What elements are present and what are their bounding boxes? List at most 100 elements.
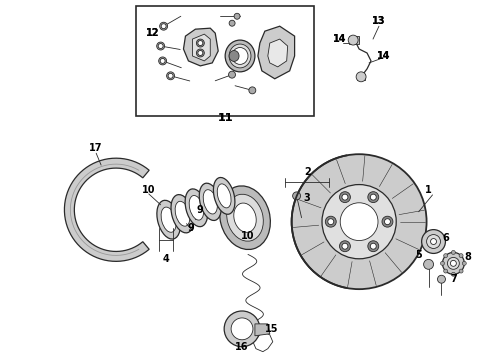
Circle shape bbox=[198, 41, 203, 46]
Text: 9: 9 bbox=[187, 222, 194, 233]
Circle shape bbox=[234, 13, 240, 19]
Text: 9: 9 bbox=[197, 205, 204, 215]
Polygon shape bbox=[183, 28, 218, 66]
Circle shape bbox=[421, 230, 445, 253]
Circle shape bbox=[161, 24, 166, 29]
Circle shape bbox=[158, 44, 163, 49]
Circle shape bbox=[231, 318, 253, 340]
Circle shape bbox=[438, 275, 445, 283]
Circle shape bbox=[168, 73, 173, 78]
Circle shape bbox=[160, 22, 168, 30]
Text: 8: 8 bbox=[465, 252, 472, 262]
Text: 14: 14 bbox=[377, 51, 391, 61]
Circle shape bbox=[368, 241, 379, 252]
Text: 10: 10 bbox=[142, 185, 155, 195]
Circle shape bbox=[293, 192, 300, 200]
Ellipse shape bbox=[214, 177, 235, 214]
Text: 15: 15 bbox=[265, 324, 278, 334]
Circle shape bbox=[447, 257, 459, 269]
Circle shape bbox=[196, 49, 204, 57]
Ellipse shape bbox=[227, 194, 263, 241]
Bar bbox=[136, 6, 315, 116]
Circle shape bbox=[370, 243, 376, 249]
Ellipse shape bbox=[232, 48, 248, 64]
Circle shape bbox=[450, 260, 456, 266]
Text: 14: 14 bbox=[377, 51, 391, 61]
Ellipse shape bbox=[185, 189, 208, 227]
Circle shape bbox=[424, 260, 434, 269]
Text: 11: 11 bbox=[218, 113, 233, 123]
Text: 5: 5 bbox=[415, 251, 422, 260]
Circle shape bbox=[328, 219, 334, 225]
Circle shape bbox=[160, 58, 165, 63]
Text: 1: 1 bbox=[425, 185, 432, 195]
Circle shape bbox=[459, 254, 463, 258]
Circle shape bbox=[427, 235, 441, 248]
Ellipse shape bbox=[217, 184, 231, 208]
Circle shape bbox=[459, 269, 463, 273]
Circle shape bbox=[431, 239, 437, 244]
Ellipse shape bbox=[189, 195, 203, 220]
Ellipse shape bbox=[225, 40, 255, 72]
Circle shape bbox=[292, 154, 427, 289]
Circle shape bbox=[441, 261, 444, 265]
Text: 12: 12 bbox=[146, 28, 159, 38]
Ellipse shape bbox=[229, 50, 239, 62]
Circle shape bbox=[198, 50, 203, 55]
Text: 12: 12 bbox=[146, 28, 159, 38]
Ellipse shape bbox=[175, 201, 190, 226]
Ellipse shape bbox=[157, 200, 180, 239]
Ellipse shape bbox=[199, 183, 221, 220]
Text: 4: 4 bbox=[162, 255, 169, 264]
Circle shape bbox=[442, 252, 465, 274]
Circle shape bbox=[382, 216, 393, 227]
Circle shape bbox=[348, 35, 358, 45]
Text: 14: 14 bbox=[333, 34, 346, 44]
Circle shape bbox=[340, 241, 350, 252]
Ellipse shape bbox=[203, 190, 218, 214]
Circle shape bbox=[167, 72, 174, 80]
Circle shape bbox=[443, 254, 448, 258]
Ellipse shape bbox=[234, 203, 256, 232]
Text: 17: 17 bbox=[89, 143, 103, 153]
Circle shape bbox=[157, 42, 165, 50]
Circle shape bbox=[443, 269, 448, 273]
Polygon shape bbox=[193, 34, 210, 61]
Text: 6: 6 bbox=[442, 233, 449, 243]
Circle shape bbox=[224, 311, 260, 347]
Text: 2: 2 bbox=[304, 167, 311, 177]
Circle shape bbox=[196, 39, 204, 47]
Circle shape bbox=[462, 261, 466, 265]
Ellipse shape bbox=[171, 195, 194, 233]
Circle shape bbox=[385, 219, 391, 225]
Circle shape bbox=[370, 194, 376, 200]
Text: 13: 13 bbox=[372, 16, 386, 26]
Circle shape bbox=[228, 71, 236, 78]
Text: 13: 13 bbox=[372, 16, 386, 26]
Text: 14: 14 bbox=[333, 34, 346, 44]
Circle shape bbox=[368, 192, 379, 203]
Circle shape bbox=[249, 87, 256, 94]
Circle shape bbox=[159, 57, 167, 65]
Circle shape bbox=[229, 20, 235, 26]
Circle shape bbox=[451, 272, 455, 276]
Circle shape bbox=[322, 185, 396, 259]
Circle shape bbox=[340, 203, 378, 240]
Circle shape bbox=[451, 251, 455, 255]
Polygon shape bbox=[357, 74, 365, 80]
Polygon shape bbox=[65, 158, 149, 261]
Ellipse shape bbox=[229, 44, 251, 68]
Circle shape bbox=[340, 192, 350, 203]
Circle shape bbox=[342, 243, 348, 249]
Text: 10: 10 bbox=[241, 230, 255, 240]
Ellipse shape bbox=[161, 207, 176, 232]
Ellipse shape bbox=[220, 186, 270, 249]
Polygon shape bbox=[349, 36, 359, 44]
Circle shape bbox=[325, 216, 336, 227]
Polygon shape bbox=[268, 39, 288, 67]
Circle shape bbox=[356, 72, 366, 82]
Circle shape bbox=[342, 194, 348, 200]
Text: 11: 11 bbox=[218, 113, 233, 123]
Text: 7: 7 bbox=[450, 274, 457, 284]
Polygon shape bbox=[258, 26, 294, 79]
